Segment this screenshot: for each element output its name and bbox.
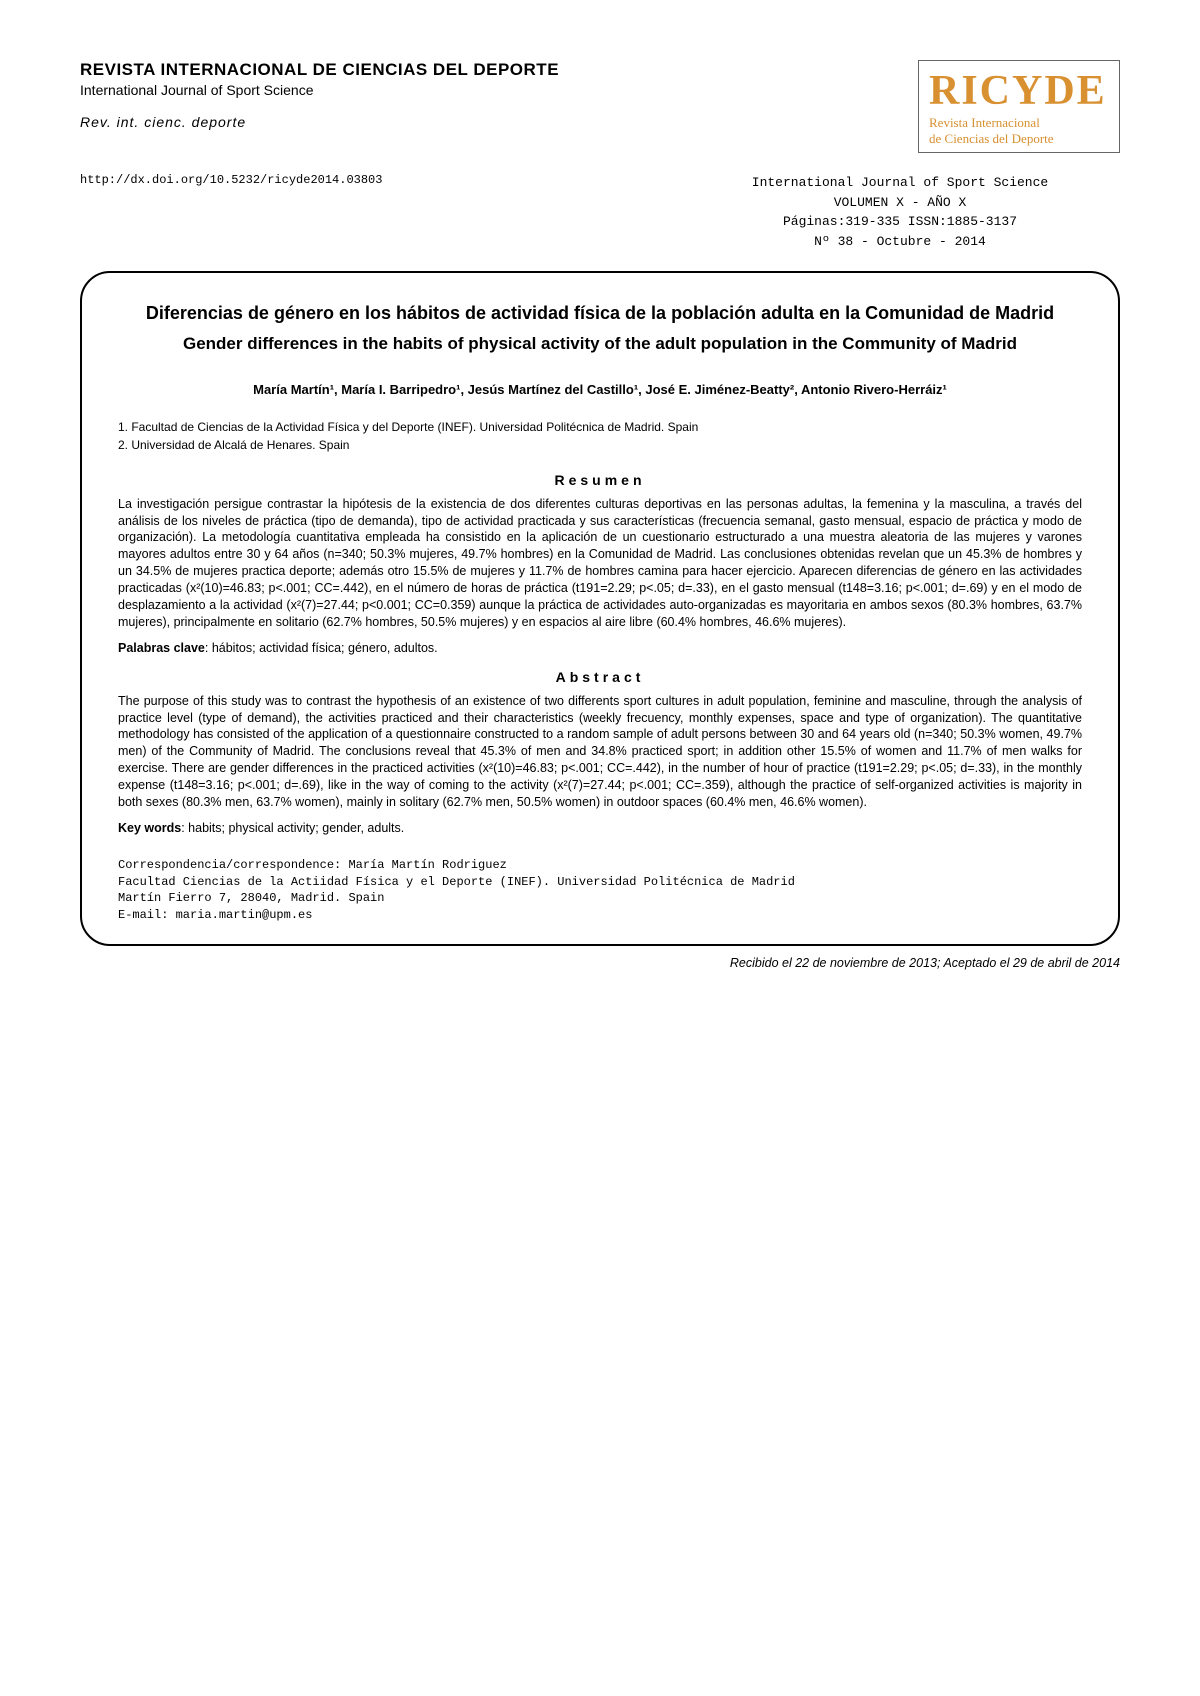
pub-pages-issn: Páginas:319-335 ISSN:1885-3137 [680, 212, 1120, 232]
keywords-label: Key words [118, 821, 181, 835]
affiliation-1: 1. Facultad de Ciencias de la Actividad … [118, 418, 1082, 436]
logo-subtitle-1: Revista Internacional [929, 115, 1109, 131]
keywords-text: : habits; physical activity; gender, adu… [181, 821, 404, 835]
journal-logo: RICYDE Revista Internacional de Ciencias… [918, 60, 1120, 153]
corr-line3: Martín Fierro 7, 28040, Madrid. Spain [118, 890, 1082, 907]
header: REVISTA INTERNACIONAL DE CIENCIAS DEL DE… [80, 60, 1120, 153]
affiliations: 1. Facultad de Ciencias de la Actividad … [118, 418, 1082, 454]
resumen-heading: Resumen [118, 472, 1082, 488]
corr-line1: Correspondencia/correspondence: María Ma… [118, 857, 1082, 874]
keywords: Key words: habits; physical activity; ge… [118, 821, 1082, 835]
journal-title-es: REVISTA INTERNACIONAL DE CIENCIAS DEL DE… [80, 60, 918, 80]
article-title-en: Gender differences in the habits of phys… [118, 332, 1082, 356]
palabras-clave-text: : hábitos; actividad física; género, adu… [205, 641, 438, 655]
affiliation-2: 2. Universidad de Alcalá de Henares. Spa… [118, 436, 1082, 454]
journal-title-en: International Journal of Sport Science [80, 82, 918, 98]
article-title-es: Diferencias de género en los hábitos de … [118, 301, 1082, 326]
article-frame: Diferencias de género en los hábitos de … [80, 271, 1120, 946]
palabras-clave: Palabras clave: hábitos; actividad físic… [118, 641, 1082, 655]
publication-info: International Journal of Sport Science V… [680, 173, 1120, 251]
journal-abbrev: Rev. int. cienc. deporte [80, 114, 918, 130]
pub-volume: VOLUMEN X - AÑO X [680, 193, 1120, 213]
pub-journal-name: International Journal of Sport Science [680, 173, 1120, 193]
abstract-text: The purpose of this study was to contras… [118, 693, 1082, 811]
palabras-clave-label: Palabras clave [118, 641, 205, 655]
header-left: REVISTA INTERNACIONAL DE CIENCIAS DEL DE… [80, 60, 918, 130]
logo-subtitle-2: de Ciencias del Deporte [929, 131, 1109, 147]
logo-acronym: RICYDE [929, 67, 1109, 115]
page-container: REVISTA INTERNACIONAL DE CIENCIAS DEL DE… [0, 0, 1200, 1010]
corr-line2: Facultad Ciencias de la Actiidad Física … [118, 874, 1082, 891]
resumen-text: La investigación persigue contrastar la … [118, 496, 1082, 631]
corr-email: E-mail: maria.martin@upm.es [118, 907, 1082, 924]
abstract-heading: Abstract [118, 669, 1082, 685]
authors: María Martín¹, María I. Barripedro¹, Jes… [118, 380, 1082, 400]
pub-issue-date: Nº 38 - Octubre - 2014 [680, 232, 1120, 252]
received-accepted-dates: Recibido el 22 de noviembre de 2013; Ace… [80, 956, 1120, 970]
correspondence: Correspondencia/correspondence: María Ma… [118, 857, 1082, 924]
